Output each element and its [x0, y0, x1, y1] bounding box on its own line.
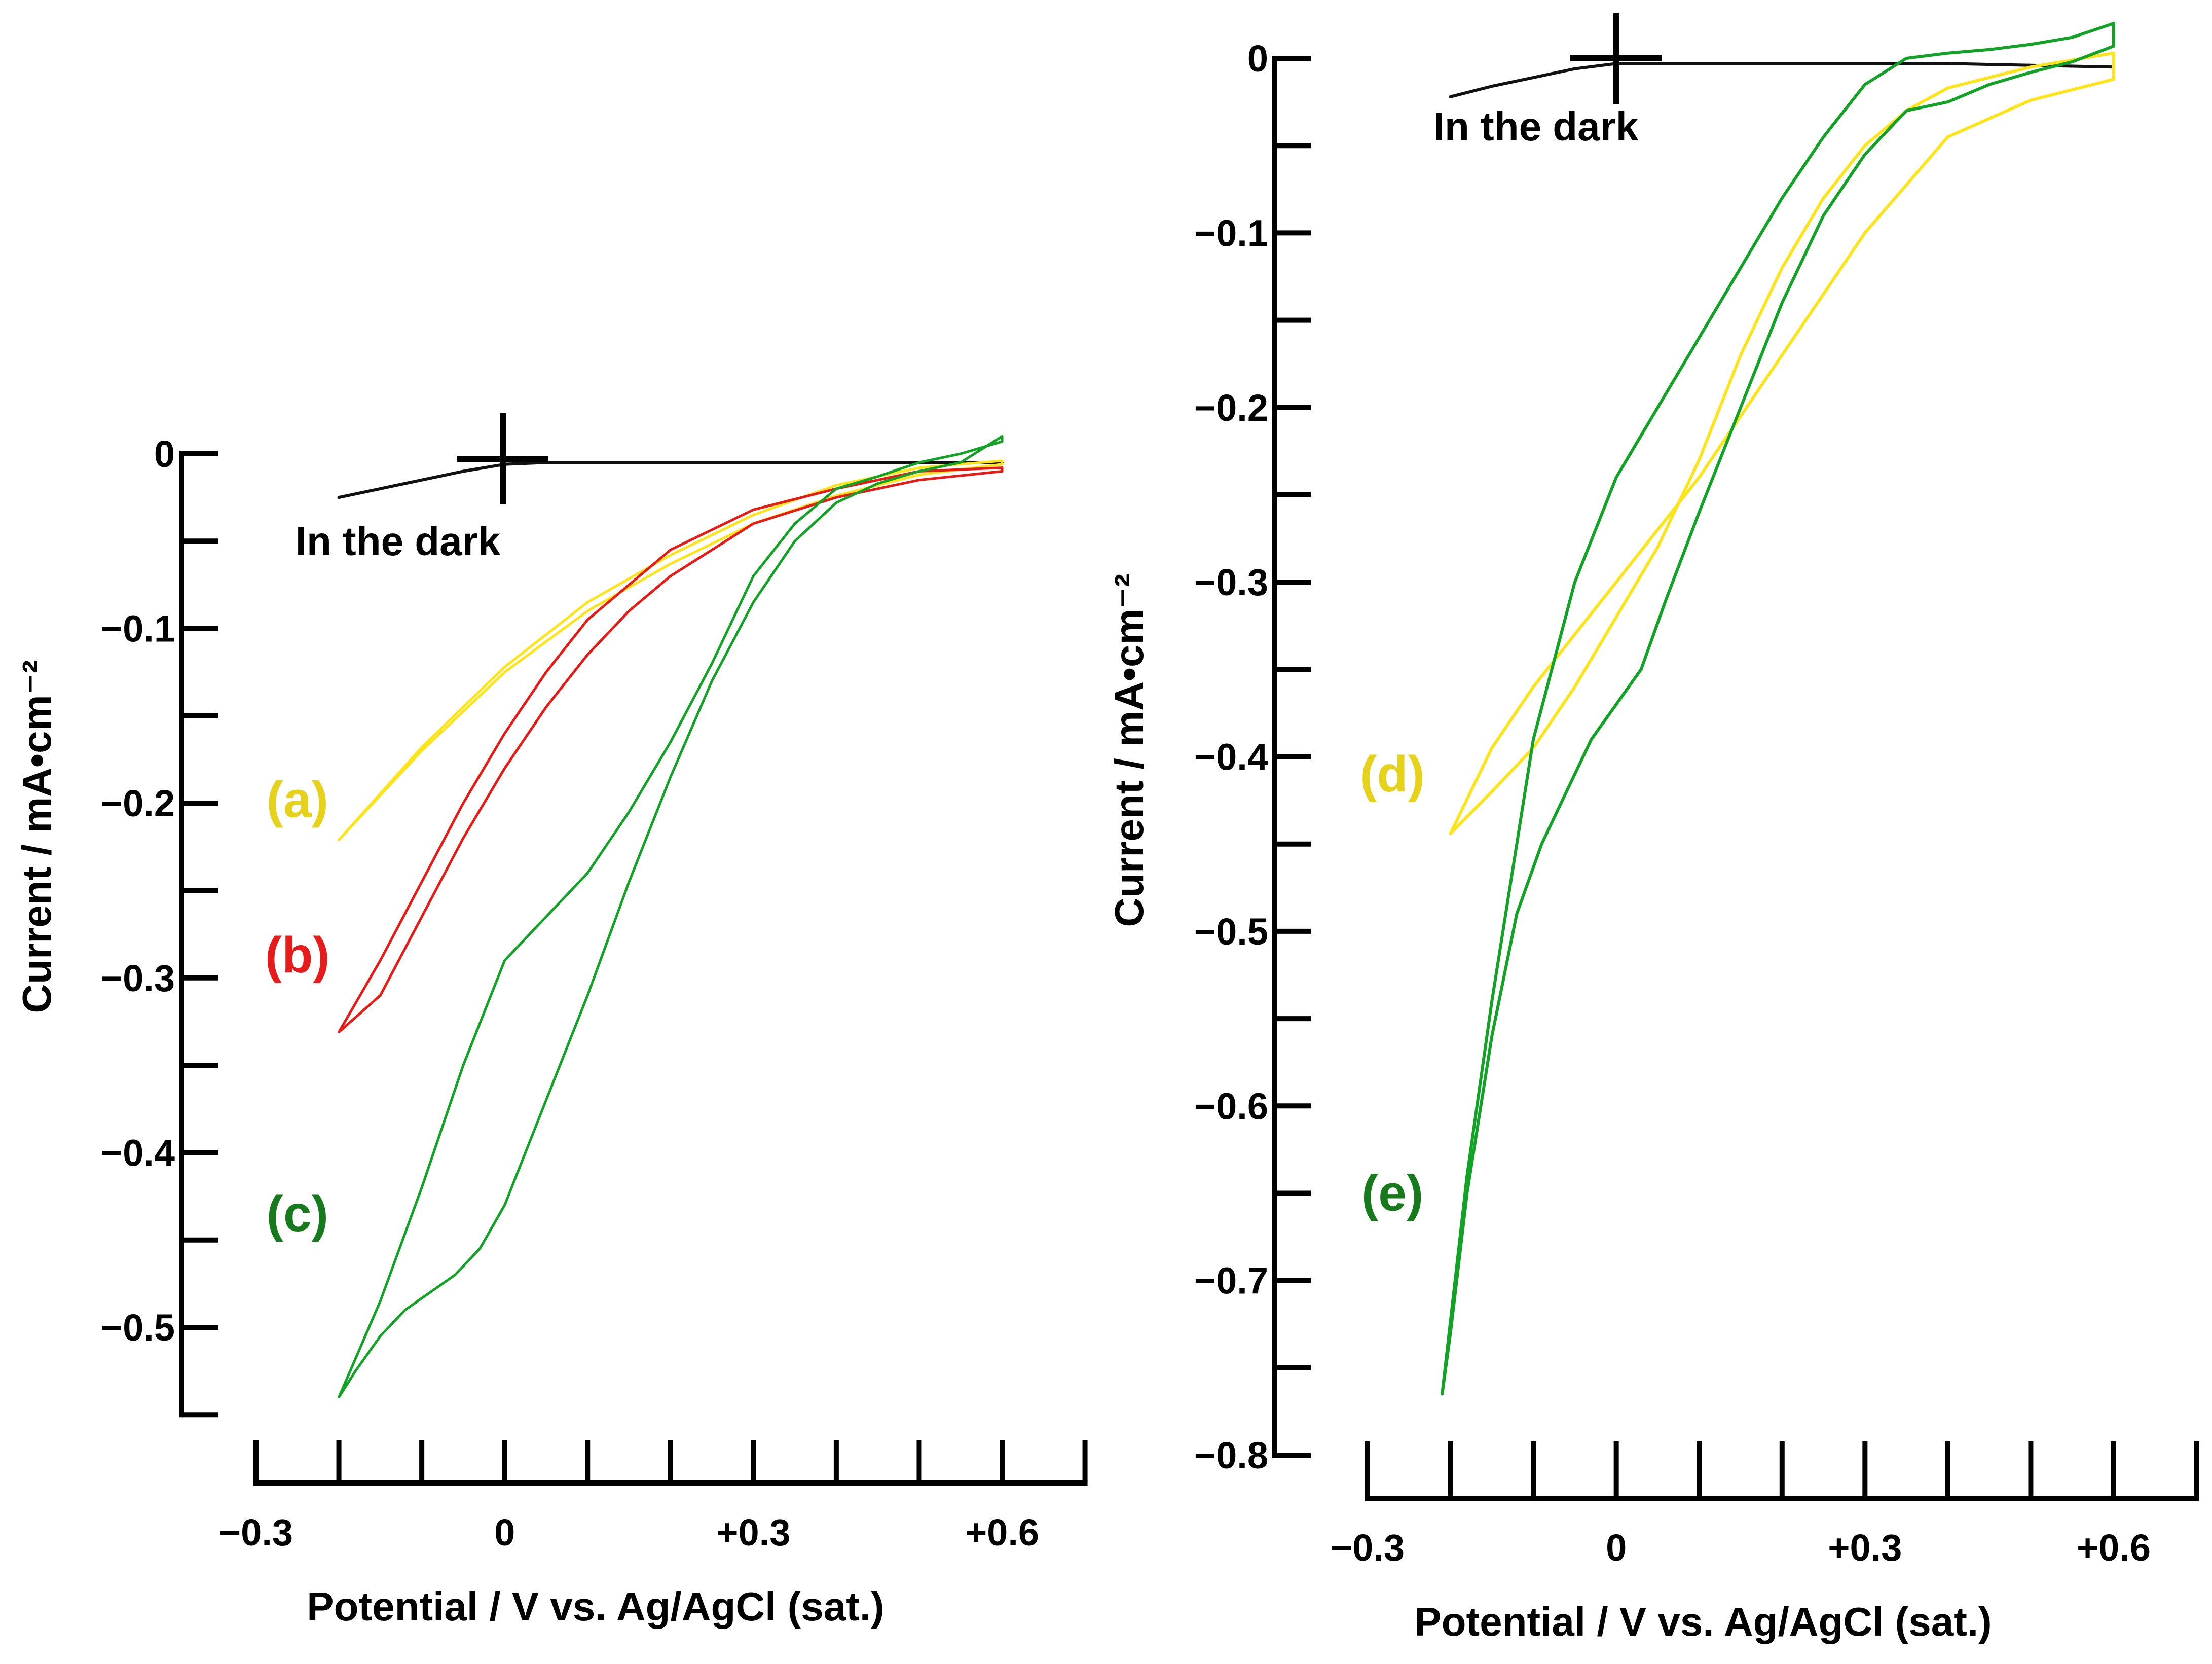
series-line-b [338, 466, 1004, 1034]
y-tick-label: −0.4 [101, 1132, 175, 1174]
x-tick-label: +0.6 [965, 1511, 1039, 1553]
x-tick-label: +0.6 [2077, 1527, 2151, 1569]
series-line-d [1449, 51, 2115, 835]
curve-label-c: (c) [267, 1185, 328, 1242]
x-tick-label: +0.3 [716, 1511, 790, 1553]
y-tick-label: −0.6 [1194, 1085, 1268, 1127]
y-tick-label: −0.2 [101, 782, 175, 824]
y-axis-title: Current / mA•cm⁻² [14, 660, 59, 1014]
y-tick-label: −0.7 [1194, 1260, 1268, 1302]
y-tick-label: −0.4 [1194, 736, 1268, 778]
y-axis-title: Current / mA•cm⁻² [1107, 574, 1152, 927]
y-tick-label: −0.5 [1194, 911, 1268, 953]
x-tick-label: −0.3 [219, 1511, 293, 1553]
dark-annotation: In the dark [296, 519, 501, 564]
y-tick-label: −0.2 [1194, 387, 1268, 429]
dark-annotation: In the dark [1433, 104, 1639, 149]
curve-label-d: (d) [1360, 746, 1425, 803]
y-tick-label: 0 [154, 433, 175, 475]
series-line-dark [337, 461, 1004, 499]
x-tick-label: +0.3 [1828, 1527, 1902, 1569]
y-tick-label: −0.5 [101, 1307, 175, 1349]
y-tick-label: 0 [1247, 38, 1268, 80]
series-line-a [338, 459, 1004, 842]
curve-label-a: (a) [267, 771, 328, 828]
series-line-c [338, 435, 1004, 1399]
x-tick-label: 0 [494, 1511, 515, 1553]
series-line-e [1441, 22, 2115, 1396]
y-tick-label: −0.3 [101, 957, 175, 999]
y-tick-label: −0.1 [1194, 212, 1268, 254]
x-tick-label: 0 [1606, 1527, 1627, 1569]
x-axis-title: Potential / V vs. Ag/AgCl (sat.) [1414, 1599, 1992, 1644]
right-chart-panel: 0 −0.1 −0.2 −0.3 −0.4 −0.5 −0.6 −0.7 −0.8 −0.3 0 +0… [1107, 13, 2199, 1644]
series-line-dark [1449, 62, 2115, 98]
y-tick-label: −0.1 [101, 608, 175, 650]
y-tick-label: −0.8 [1194, 1434, 1268, 1476]
curve-label-e: (e) [1361, 1165, 1423, 1221]
x-axis-title: Potential / V vs. Ag/AgCl (sat.) [307, 1584, 884, 1629]
curve-label-b: (b) [265, 927, 330, 984]
y-tick-label: −0.3 [1194, 561, 1268, 603]
x-tick-label: −0.3 [1331, 1527, 1405, 1569]
left-chart-panel: 0 −0.1 −0.2 −0.3 −0.4 −0.5 −0.3 0 +0.3 +0.6 Potent… [14, 413, 1088, 1629]
